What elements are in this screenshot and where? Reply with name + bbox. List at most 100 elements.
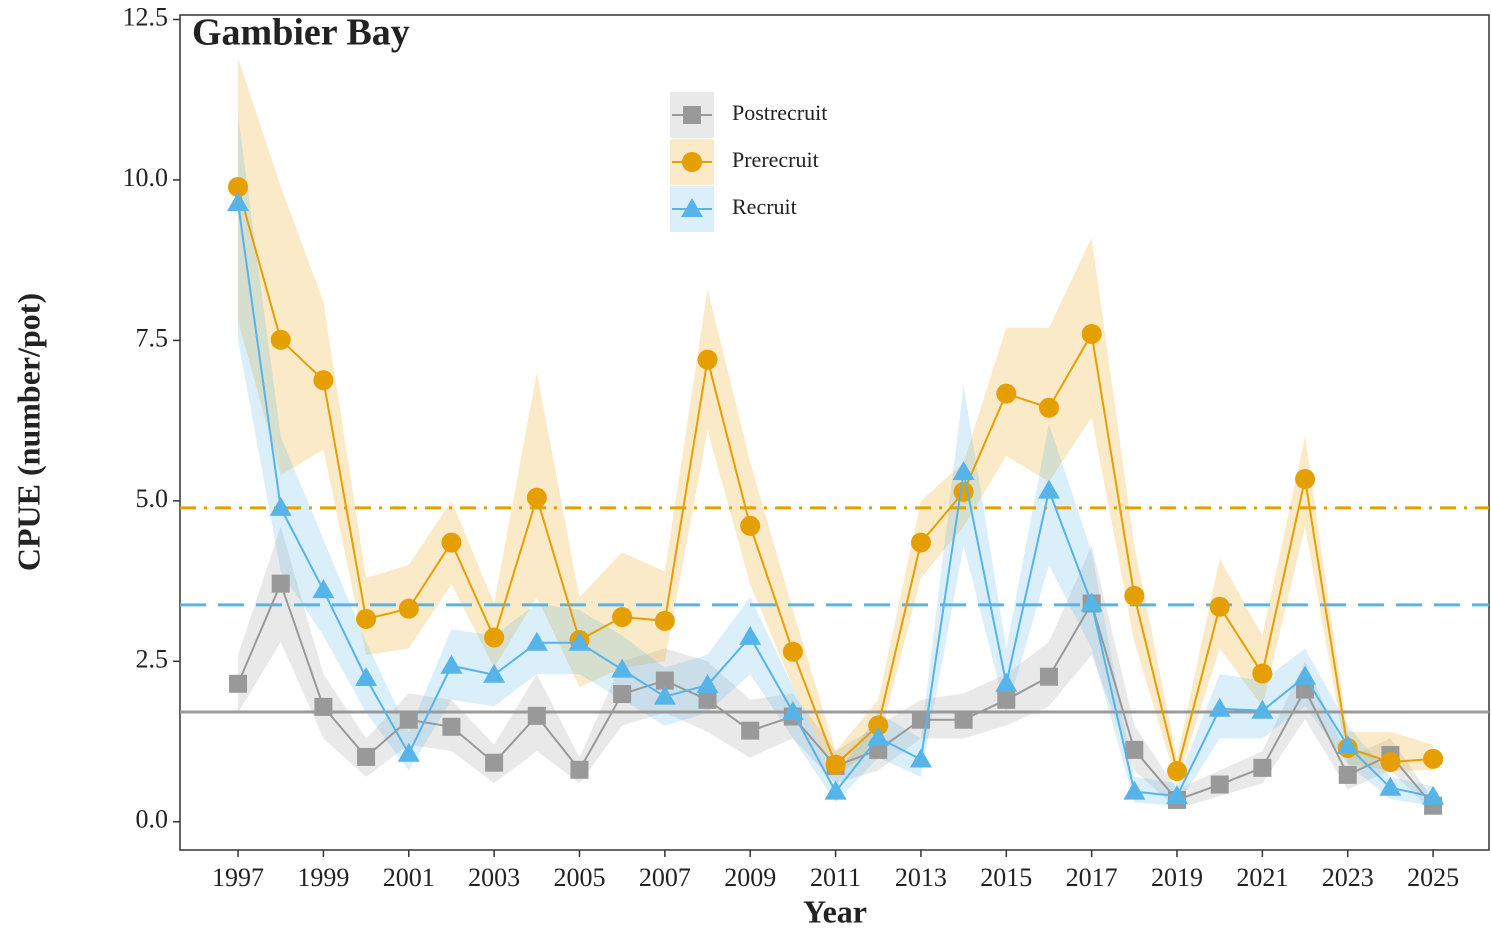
marker [740, 515, 761, 536]
x-tick-label: 2013 [895, 863, 947, 892]
y-axis-title: CPUE (number/pot) [10, 293, 46, 571]
marker [681, 198, 703, 217]
x-tick-label: 2007 [639, 863, 691, 892]
marker [227, 192, 250, 212]
marker [696, 674, 719, 694]
marker [356, 608, 377, 629]
x-tick-label: 2015 [980, 863, 1032, 892]
marker [997, 690, 1016, 709]
marker [995, 672, 1018, 692]
marker [1166, 785, 1189, 805]
marker [1208, 697, 1231, 717]
marker [1336, 735, 1359, 755]
y-tick-label: 12.5 [123, 2, 169, 31]
marker [1294, 665, 1317, 685]
marker [953, 481, 974, 502]
marker [399, 710, 418, 729]
confidence-band [238, 526, 1434, 813]
marker [1080, 592, 1103, 612]
marker [1124, 585, 1145, 606]
marker [909, 748, 932, 768]
marker [653, 685, 676, 705]
x-tick-label: 1999 [297, 863, 349, 892]
marker [613, 685, 632, 704]
marker [867, 726, 890, 746]
x-tick-label: 2019 [1151, 863, 1203, 892]
marker [357, 747, 376, 766]
marker [1039, 667, 1058, 686]
chart-title: Gambier Bay [192, 12, 410, 54]
marker [483, 663, 506, 683]
y-tick-label: 7.5 [136, 323, 169, 352]
marker [1037, 479, 1060, 499]
legend-label: Postrecruit [732, 100, 827, 125]
marker [525, 631, 548, 651]
marker [526, 487, 547, 508]
marker [741, 721, 760, 740]
y-tick-label: 2.5 [136, 644, 169, 673]
legend-label: Recruit [732, 194, 797, 219]
marker [270, 329, 291, 350]
marker [910, 532, 931, 553]
marker [782, 641, 803, 662]
marker [996, 383, 1017, 404]
x-tick-label: 2011 [810, 863, 861, 892]
marker [355, 666, 378, 686]
marker [570, 760, 589, 779]
marker [697, 349, 718, 370]
marker [442, 717, 461, 736]
marker [825, 754, 846, 775]
marker [954, 710, 973, 729]
marker [484, 627, 505, 648]
marker [229, 674, 248, 693]
plot-layer [180, 58, 1489, 815]
marker [1379, 776, 1402, 796]
marker [1251, 699, 1274, 719]
marker [698, 690, 717, 709]
x-tick-label: 2001 [383, 863, 435, 892]
marker [441, 532, 462, 553]
marker [568, 631, 591, 651]
legend-label: Prerecruit [732, 147, 819, 172]
marker [1081, 323, 1102, 344]
y-tick-label: 10.0 [123, 163, 169, 192]
marker [824, 780, 847, 800]
marker [1253, 758, 1272, 777]
marker [271, 574, 290, 593]
marker [1380, 752, 1401, 773]
x-tick-label: 1997 [212, 863, 264, 892]
x-tick-label: 2021 [1236, 863, 1288, 892]
marker [313, 370, 334, 391]
marker [1167, 761, 1188, 782]
marker [485, 753, 504, 772]
marker [1338, 765, 1357, 784]
y-tick-label: 0.0 [136, 805, 169, 834]
marker [1295, 469, 1316, 490]
marker [611, 658, 634, 678]
marker [440, 654, 463, 674]
marker [228, 177, 249, 198]
marker [1038, 397, 1059, 418]
marker [952, 460, 975, 480]
marker [398, 598, 419, 619]
marker [1423, 748, 1444, 769]
marker [314, 697, 333, 716]
marker [1125, 740, 1144, 759]
marker [269, 496, 292, 516]
plot-frame [179, 14, 1490, 851]
marker [397, 742, 420, 762]
x-tick-label: 2009 [724, 863, 776, 892]
marker [868, 715, 889, 736]
marker [1209, 596, 1230, 617]
x-tick-label: 2023 [1322, 863, 1374, 892]
marker [1252, 663, 1273, 684]
marker [1210, 775, 1229, 794]
marker [612, 607, 633, 628]
x-tick-label: 2025 [1407, 863, 1459, 892]
marker [682, 152, 702, 172]
x-axis-title: Year [803, 893, 867, 929]
y-tick-label: 5.0 [136, 484, 169, 513]
marker [312, 579, 335, 599]
marker [683, 106, 701, 124]
